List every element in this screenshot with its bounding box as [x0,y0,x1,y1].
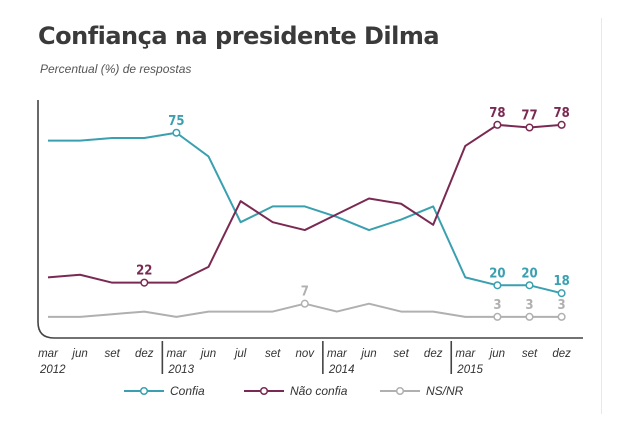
data-point [557,289,566,298]
x-tick-label: mar [327,348,348,360]
data-point [525,123,534,132]
data-label: 78 [489,106,505,121]
data-point [525,312,534,321]
x-tick-label: dez [552,348,571,360]
data-label: 22 [136,264,152,279]
x-tick-label: mar [38,348,59,360]
x-tick-label: jul [233,348,247,360]
data-label: 3 [493,298,501,313]
data-label: 18 [553,274,569,289]
x-tick-label: mar [455,348,476,360]
data-point [140,278,149,287]
x-tick-label: nov [296,348,316,360]
data-label: 78 [553,106,569,121]
x-tick-label: dez [135,348,154,360]
data-label: 3 [525,298,533,313]
chart-subtitle: Percentual (%) de respostas [40,62,192,76]
x-tick-label: jun [359,348,376,360]
x-tick-label: mar [166,348,187,360]
legend-marker [395,386,405,396]
x-tick-label: jun [70,348,87,360]
year-label: 2012 [39,364,66,376]
x-tick-label: jun [488,348,505,360]
x-tick-label: set [105,348,121,360]
data-point [557,312,566,321]
data-point [557,120,566,129]
legend-label: Não confia [290,384,348,398]
year-label: 2015 [456,364,483,376]
data-point [493,120,502,129]
legend-marker [139,386,149,396]
legend-label: NS/NR [426,384,464,398]
data-point [172,128,181,137]
year-label: 2014 [328,364,355,376]
x-tick-label: set [393,348,409,360]
data-label: 3 [558,298,566,313]
x-tick-label: set [265,348,281,360]
x-tick-label: dez [424,348,443,360]
data-point [493,281,502,290]
series-line-0 [48,131,562,295]
data-label: 75 [168,114,184,129]
data-label: 7 [301,285,309,300]
data-label: 20 [489,266,505,281]
data-point [493,312,502,321]
data-point [525,281,534,290]
series-line-1 [47,123,562,284]
legend-marker [259,386,269,396]
chart-title: Confiança na presidente Dilma [38,22,440,50]
plot-frame [37,100,583,339]
x-tick-label: jun [199,348,216,360]
legend-label: Confia [170,384,205,398]
data-point [300,299,309,308]
data-label: 20 [521,266,537,281]
x-tick-label: set [522,348,538,360]
year-label: 2013 [167,364,194,376]
right-divider [601,18,602,414]
data-label: 77 [521,108,537,123]
